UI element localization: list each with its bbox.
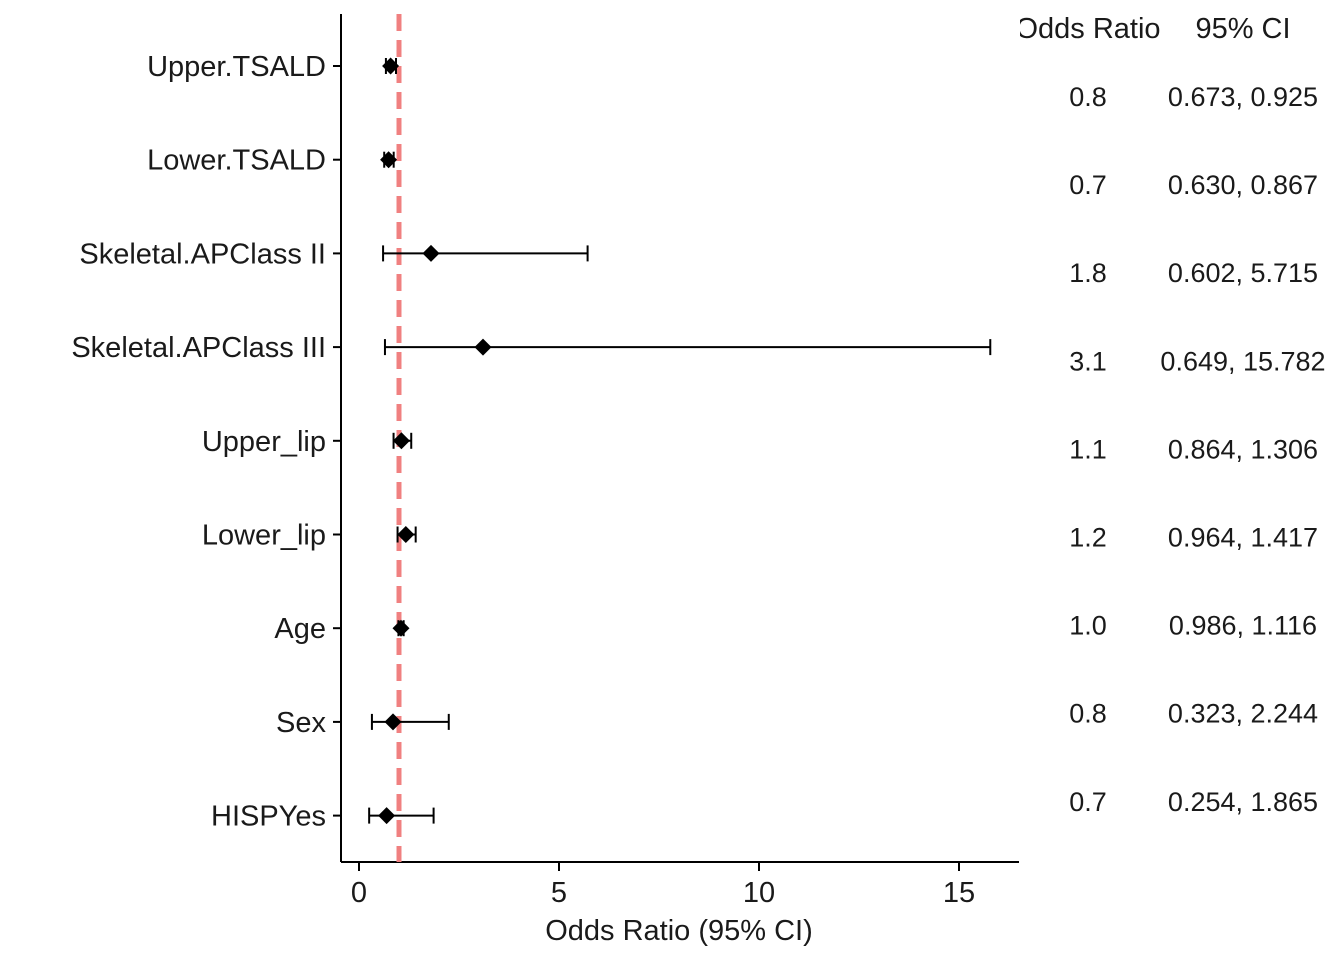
odds-ratio-value: 1.1 [1069,434,1107,464]
point-estimate-diamond [392,432,410,450]
category-label: Lower_lip [202,520,326,552]
odds-ratio-column-header: Odds Ratio [1015,13,1160,45]
ci-value: 0.864, 1.306 [1168,434,1318,464]
x-tick-label: 0 [351,877,367,909]
ci-value: 0.323, 2.244 [1168,699,1318,729]
point-estimate-diamond [384,713,402,731]
category-label: Upper.TSALD [147,51,326,83]
x-axis-title: Odds Ratio (95% CI) [545,915,813,947]
point-estimate-diamond [382,57,400,75]
point-estimate-diamond [474,338,492,356]
estimates-table: Odds Ratio 95% CI 0.8 0.673, 0.925 0.7 0.63… [1015,13,1326,817]
odds-ratio-value: 0.7 [1069,787,1107,817]
point-estimate-diamond [380,151,398,169]
category-label: Lower.TSALD [147,145,326,177]
odds-ratio-value: 1.8 [1069,258,1107,288]
odds-ratio-value: 1.2 [1069,523,1107,553]
ci-value: 0.986, 1.116 [1169,611,1317,641]
category-label: HISPYes [211,801,326,833]
category-label: Age [274,613,326,645]
ci-value: 0.964, 1.417 [1168,523,1318,553]
point-estimate-diamond [392,619,410,637]
ci-value: 0.602, 5.715 [1168,258,1318,288]
x-axis-ticks: 0 5 10 15 [351,862,975,909]
point-estimate-diamond [422,244,440,262]
odds-ratio-value: 1.0 [1069,611,1107,641]
category-label: Upper_lip [202,426,326,458]
x-tick-label: 15 [943,877,975,909]
point-estimates [378,57,492,825]
ci-value: 0.649, 15.782 [1160,346,1325,376]
point-estimate-diamond [397,526,415,543]
ci-value: 0.673, 0.925 [1168,82,1318,112]
odds-ratio-value: 0.8 [1069,82,1107,112]
ci-column-header: 95% CI [1195,13,1290,45]
category-labels: Upper.TSALD Lower.TSALD Skeletal.APClass I… [71,51,341,833]
category-label: Skeletal.APClass III [71,332,326,364]
category-label: Sex [276,707,326,739]
odds-ratio-value: 3.1 [1069,346,1107,376]
x-tick-label: 10 [743,877,775,909]
point-estimate-diamond [378,807,396,825]
ci-value: 0.630, 0.867 [1168,170,1318,200]
axes [340,14,1019,863]
ci-value: 0.254, 1.865 [1168,787,1318,817]
odds-ratio-value: 0.8 [1069,699,1107,729]
confidence-intervals [368,58,992,824]
category-label: Skeletal.APClass II [79,238,326,270]
x-tick-label: 5 [551,877,567,909]
odds-ratio-value: 0.7 [1069,170,1107,200]
